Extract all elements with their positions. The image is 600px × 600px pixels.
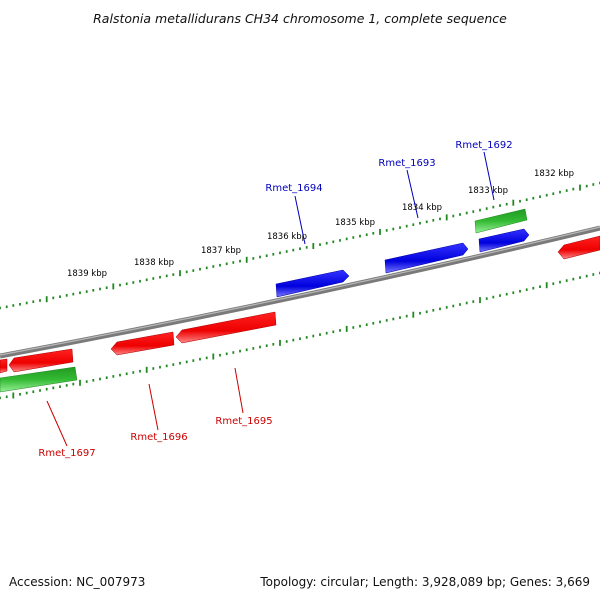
leader-rmet-1693 <box>406 169 419 219</box>
kbp-label: 1837 kbp <box>201 246 241 256</box>
kbp-label: 1835 kbp <box>335 218 375 228</box>
topology-summary-text: Topology: circular; Length: 3,928,089 bp… <box>259 575 590 589</box>
leader-rmet-1694 <box>294 195 306 245</box>
gene-label-rmet-1693[interactable]: Rmet_1693 <box>378 158 435 169</box>
gene-rmet-1694[interactable] <box>275 269 350 298</box>
kbp-label: 1838 kbp <box>134 258 174 268</box>
leader-rmet-1697 <box>46 400 68 447</box>
gene-rmet-1697-red[interactable] <box>8 348 74 373</box>
forward-strand-genes <box>275 228 530 298</box>
gene-red-right[interactable] <box>557 235 600 260</box>
kbp-label: 1833 kbp <box>468 186 508 196</box>
gene-label-rmet-1694[interactable]: Rmet_1694 <box>265 183 322 194</box>
kbp-label: 1836 kbp <box>267 232 307 242</box>
gene-label-rmet-1696[interactable]: Rmet_1696 <box>130 432 187 443</box>
leader-rmet-1695 <box>234 367 244 414</box>
kbp-tick-row-lower <box>0 271 600 400</box>
gene-label-rmet-1695[interactable]: Rmet_1695 <box>215 416 272 427</box>
map-title: Ralstonia metallidurans CH34 chromosome … <box>93 11 507 26</box>
kbp-label: 1834 kbp <box>402 203 442 213</box>
gene-label-leaders <box>46 151 495 447</box>
reverse-strand-genes <box>0 235 600 374</box>
gene-rmet-1693[interactable] <box>384 242 469 274</box>
kbp-tick-row-upper <box>0 181 600 310</box>
accession-text: Accession: NC_007973 <box>9 575 145 589</box>
gene-rmet-1692[interactable] <box>478 228 530 253</box>
leader-rmet-1692 <box>483 151 495 201</box>
gene-rmet-1692-green[interactable] <box>474 208 528 234</box>
gene-rmet-1696[interactable] <box>110 331 175 356</box>
gene-labels: Rmet_1694 Rmet_1693 Rmet_1692 Rmet_1697 … <box>38 140 512 459</box>
chromosome-backbone-highlight <box>0 226 600 356</box>
kbp-labels: 1839 kbp 1838 kbp 1837 kbp 1836 kbp 1835… <box>67 169 574 279</box>
gene-label-rmet-1697[interactable]: Rmet_1697 <box>38 448 95 459</box>
chromosome-backbone <box>0 225 600 359</box>
gene-rmet-1697-green[interactable] <box>0 366 78 393</box>
kbp-label: 1839 kbp <box>67 269 107 279</box>
kbp-label: 1832 kbp <box>534 169 574 179</box>
leader-rmet-1696 <box>148 383 159 431</box>
gene-rmet-1697-red-left[interactable] <box>0 358 8 374</box>
gene-rmet-1695[interactable] <box>175 311 277 344</box>
gene-label-rmet-1692[interactable]: Rmet_1692 <box>455 140 512 151</box>
